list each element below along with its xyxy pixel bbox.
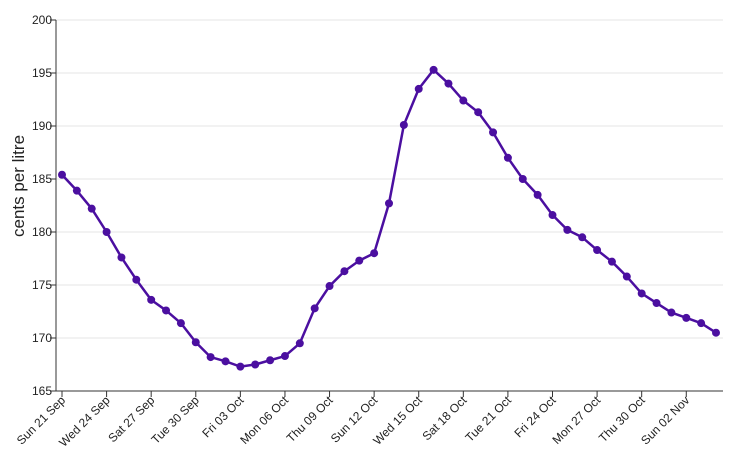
data-point: [429, 65, 438, 74]
data-point: [385, 199, 393, 208]
data-point: [236, 362, 245, 371]
data-point: [325, 282, 334, 291]
data-point: [548, 211, 557, 220]
data-point: [162, 306, 171, 315]
data-point: [489, 128, 498, 137]
data-point: [578, 233, 587, 242]
y-tick-label: 185: [32, 172, 52, 186]
y-tick-label: 170: [32, 331, 52, 345]
y-tick-label: 195: [32, 66, 52, 80]
data-point: [682, 313, 691, 322]
data-point: [459, 96, 468, 105]
data-point: [132, 275, 141, 284]
y-axis-title: cents per litre: [9, 135, 28, 237]
data-point: [622, 272, 631, 281]
data-point: [697, 319, 706, 328]
data-point: [399, 120, 408, 129]
data-point: [414, 84, 423, 93]
x-tick-label: Mon 27 Oct: [549, 393, 603, 447]
data-point: [266, 356, 275, 365]
y-tick-label: 190: [32, 119, 52, 133]
data-point: [370, 249, 379, 258]
data-point: [191, 338, 200, 347]
data-point: [102, 228, 111, 236]
data-point: [295, 339, 304, 348]
y-tick-label: 200: [32, 13, 52, 27]
data-point: [652, 299, 661, 308]
data-point: [533, 190, 542, 199]
data-point: [607, 257, 616, 266]
data-point: [667, 308, 676, 317]
data-point: [206, 353, 215, 362]
data-point: [518, 175, 527, 183]
data-point: [712, 328, 720, 337]
data-point: [444, 79, 453, 88]
x-tick-label: Sun 02 Nov: [638, 393, 692, 447]
y-tick-label: 165: [32, 384, 52, 398]
data-point: [117, 253, 126, 262]
gridlines: [56, 19, 723, 339]
data-point: [251, 360, 260, 369]
data-point: [280, 352, 289, 361]
data-point: [593, 246, 602, 255]
data-point: [72, 186, 81, 195]
data-point: [355, 256, 364, 265]
data-point: [87, 204, 96, 213]
data-point: [474, 108, 483, 117]
y-tick-label: 180: [32, 225, 52, 239]
x-tick-label: Tue 21 Oct: [462, 393, 514, 445]
data-point: [563, 225, 572, 234]
x-tick-label: Mon 06 Oct: [237, 393, 291, 447]
series: [58, 65, 720, 371]
data-point: [147, 295, 156, 304]
x-tick-label: Wed 15 Oct: [370, 393, 425, 448]
y-tick-label: 175: [32, 278, 52, 292]
series-line: [61, 68, 717, 368]
data-point: [310, 304, 319, 313]
data-point: [503, 153, 512, 162]
data-point: [58, 170, 66, 179]
data-point: [176, 319, 185, 328]
x-tick-label: Tue 30 Sep: [148, 393, 202, 447]
data-point: [637, 289, 646, 298]
data-point: [221, 357, 230, 366]
data-point: [340, 267, 349, 276]
